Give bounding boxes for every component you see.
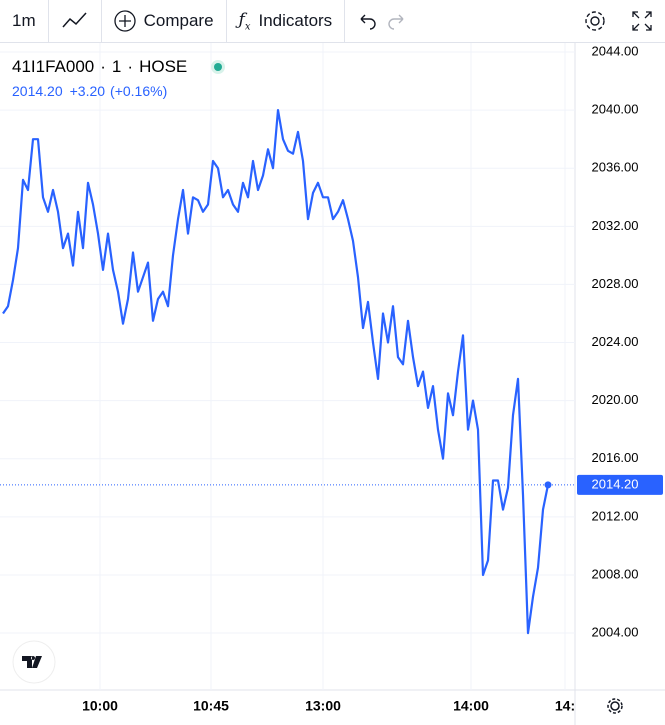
y-tick-label: 2036.00 (592, 160, 639, 175)
logo[interactable] (12, 640, 56, 684)
y-tick-label: 2028.00 (592, 276, 639, 291)
gear-icon (585, 11, 605, 31)
y-tick-label: 2012.00 (592, 508, 639, 523)
last-price-label: 2014.20 (592, 476, 639, 491)
x-tick-label: 10:45 (193, 698, 229, 714)
interval: 1m (12, 11, 36, 30)
y-tick-label: 2040.00 (592, 102, 639, 117)
exchange: HOSE (139, 57, 187, 76)
interval: 1 (112, 57, 121, 76)
y-tick-label: 2032.00 (592, 218, 639, 233)
legend-values: 2014.20 +3.20 (+0.16%) (12, 83, 167, 99)
y-tick-label: 2004.00 (592, 624, 639, 639)
indicators: Indicators (258, 11, 333, 30)
chart-type-button[interactable] (49, 0, 102, 42)
indicators-button[interactable]: ƒx Indicators (227, 0, 346, 42)
fullscreen-icon (632, 11, 652, 31)
last-point (544, 481, 552, 489)
y-tick-label: 2008.00 (592, 566, 639, 581)
sep: · (100, 57, 106, 76)
last-price-tag (577, 474, 663, 495)
sep: · (127, 57, 133, 76)
status-dot (214, 63, 222, 71)
price-line (2, 108, 550, 635)
compare: Compare (143, 11, 214, 30)
y-tick-label: 2044.00 (592, 43, 639, 58)
settings-button[interactable] (571, 0, 619, 42)
y-tick-label: 2016.00 (592, 450, 639, 465)
legend-title: 41I1FA000 · 1 · HOSE (12, 57, 187, 76)
line-icon (62, 12, 87, 28)
y-tick-label: 2024.00 (592, 334, 639, 349)
compare-button[interactable]: Compare (102, 0, 227, 42)
x-tick-label: 14: (555, 698, 575, 714)
x-tick-label: 14:00 (453, 698, 489, 714)
price: 2014.20 (12, 83, 63, 99)
symbol: 41I1FA000 (12, 57, 94, 76)
undo-redo-icon (360, 14, 404, 30)
undo-button[interactable] (345, 0, 419, 42)
settings-icon[interactable] (607, 698, 623, 714)
y-tick-label: 2020.00 (592, 392, 639, 407)
plus-icon (113, 10, 136, 32)
x-tick-label: 13:00 (305, 698, 341, 714)
interval-button[interactable]: 1m (0, 0, 49, 42)
change-pct: (+0.16%) (110, 83, 167, 99)
fullscreen-button[interactable] (619, 0, 665, 42)
change: +3.20 (70, 83, 106, 99)
x-tick-label: 10:00 (82, 698, 118, 714)
fx-icon: ƒx (238, 9, 251, 33)
toolbar: 1m Compare ƒx Indicators (0, 0, 665, 43)
